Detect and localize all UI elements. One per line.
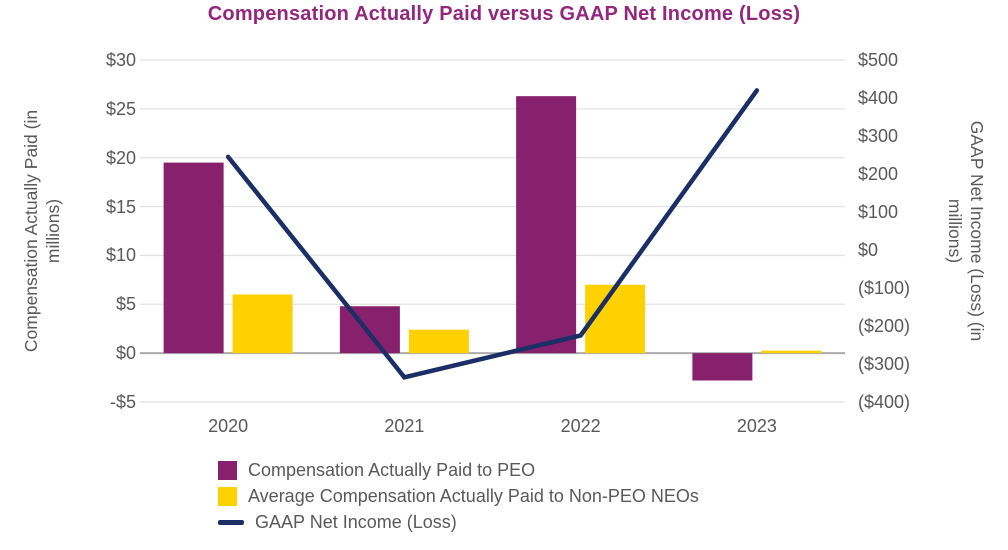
bar-peo-2022 xyxy=(516,96,577,354)
left-axis-tick: $30 xyxy=(105,50,136,70)
left-axis-tick: $5 xyxy=(115,294,136,315)
x-axis-label: 2020 xyxy=(208,416,249,436)
left-axis-tick: $20 xyxy=(105,147,136,168)
left-axis-tick: -$5 xyxy=(109,392,136,412)
x-axis-label: 2021 xyxy=(384,416,425,436)
right-axis-tick: ($100) xyxy=(858,278,911,298)
bar-peo-2020 xyxy=(163,162,224,354)
right-axis-tick: $200 xyxy=(858,164,899,184)
legend-label: Compensation Actually Paid to PEO xyxy=(248,460,536,480)
right-axis-tick: ($300) xyxy=(858,354,911,374)
legend: Compensation Actually Paid to PEO Average… xyxy=(218,460,699,532)
legend-square-marker-icon xyxy=(218,461,237,480)
left-axis-tick: $10 xyxy=(105,245,136,266)
legend-line-marker-icon xyxy=(218,520,244,525)
left-axis-tick: $15 xyxy=(105,196,136,217)
legend-label: Average Compensation Actually Paid to No… xyxy=(248,486,699,506)
right-axis-tick: $400 xyxy=(858,88,899,108)
net-income-line xyxy=(225,88,760,380)
legend-item: GAAP Net Income (Loss) xyxy=(218,512,699,532)
right-axis-tick: $0 xyxy=(858,240,879,260)
right-axis-tick: $100 xyxy=(858,202,899,222)
right-axis-tick: ($200) xyxy=(858,316,911,336)
legend-square-marker-icon xyxy=(218,487,237,506)
left-axis-tick: $0 xyxy=(115,343,136,364)
bar-non-peo-2021 xyxy=(408,329,469,354)
left-axis-tick: $25 xyxy=(105,98,136,119)
legend-item: Compensation Actually Paid to PEO xyxy=(218,460,699,480)
chart-title: Compensation Actually Paid versus GAAP N… xyxy=(207,3,801,25)
right-axis-tick: $500 xyxy=(858,50,899,70)
right-axis-tick: ($400) xyxy=(858,392,911,412)
x-axis-label: 2023 xyxy=(736,416,777,436)
legend-label: GAAP Net Income (Loss) xyxy=(255,512,457,532)
x-axis-label: 2022 xyxy=(560,416,601,436)
bar-peo-2023 xyxy=(692,353,753,381)
legend-item: Average Compensation Actually Paid to No… xyxy=(218,486,699,506)
bar-non-peo-2023 xyxy=(761,350,822,354)
bar-peo-2021 xyxy=(339,306,400,354)
bar-non-peo-2020 xyxy=(232,294,293,354)
right-axis-tick: $300 xyxy=(858,126,899,146)
